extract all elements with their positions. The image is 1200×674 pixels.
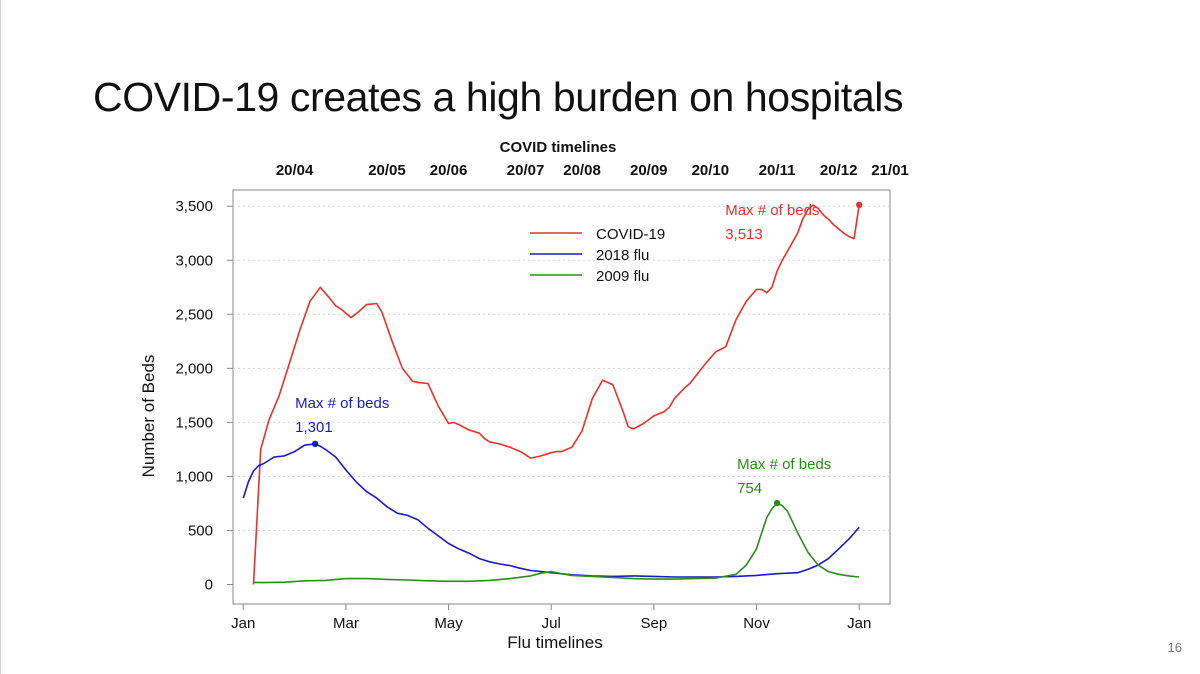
x-axis-title: Flu timelines <box>507 633 602 652</box>
series-line-1 <box>242 443 860 578</box>
legend: COVID-19 2018 flu 2009 flu <box>530 226 665 285</box>
top-axis-label: 20/04 <box>276 162 314 179</box>
annotation-layer: Max # of beds 3,513 Max # of beds 1,301 Max … <box>295 202 831 497</box>
max-marker-2 <box>773 499 781 507</box>
x-tick-label: Sep <box>641 615 668 632</box>
legend-label: COVID-19 <box>596 226 665 243</box>
top-axis-title: COVID timelines <box>500 139 617 156</box>
y-tick-label: 2,500 <box>175 306 213 323</box>
max-annotation-value: 3,513 <box>725 226 763 243</box>
max-annotation-value: 754 <box>737 480 762 497</box>
series-line-0 <box>252 204 860 585</box>
y-tick-label: 500 <box>188 522 213 539</box>
plot-frame <box>232 189 891 605</box>
legend-label: 2018 flu <box>596 247 649 264</box>
legend-label: 2009 flu <box>596 268 649 285</box>
top-axis-label: 20/11 <box>759 162 796 179</box>
x-tick-label: Jan <box>231 615 255 632</box>
top-axis-label: 21/01 <box>871 162 909 179</box>
top-axis-label: 20/08 <box>563 162 601 179</box>
x-tick-label: Jan <box>847 615 871 632</box>
y-tick-label: 2,000 <box>175 360 213 377</box>
top-axis-label: 20/07 <box>507 162 545 179</box>
y-tick-label: 3,500 <box>175 198 213 215</box>
max-annotation-label: Max # of beds <box>737 456 831 473</box>
y-tick-label: 0 <box>205 577 213 594</box>
x-tick-label: Jul <box>542 615 561 632</box>
x-tick-label: May <box>434 615 463 632</box>
slide-edge <box>0 0 1 674</box>
y-tick-label: 1,000 <box>175 468 213 485</box>
series-line-2 <box>253 502 860 584</box>
tick-layer: 0 500 1,000 1,500 2,000 2,500 3,000 3,500 Jan Mar… <box>175 162 908 632</box>
y-tick-label: 3,000 <box>175 252 213 269</box>
max-annotation-value: 1,301 <box>295 419 333 436</box>
series-layer <box>242 201 863 585</box>
y-tick-label: 1,500 <box>175 414 213 431</box>
x-tick-label: Mar <box>333 615 359 632</box>
slide-title: COVID-19 creates a high burden on hospit… <box>93 74 904 120</box>
top-axis-label: 20/05 <box>368 162 406 179</box>
page-number: 16 <box>1167 640 1182 655</box>
y-axis-title: Number of Beds <box>139 355 158 478</box>
top-axis-label: 20/10 <box>692 162 730 179</box>
max-marker-1 <box>311 440 319 448</box>
max-marker-0 <box>856 201 863 209</box>
max-annotation-label: Max # of beds <box>295 395 389 412</box>
grid-layer <box>233 205 890 531</box>
top-axis-label: 20/06 <box>430 162 468 179</box>
top-axis-label: 20/12 <box>820 162 858 179</box>
max-annotation-label: Max # of beds <box>725 202 819 219</box>
top-axis-label: 20/09 <box>630 162 668 179</box>
x-tick-label: Nov <box>743 615 770 632</box>
